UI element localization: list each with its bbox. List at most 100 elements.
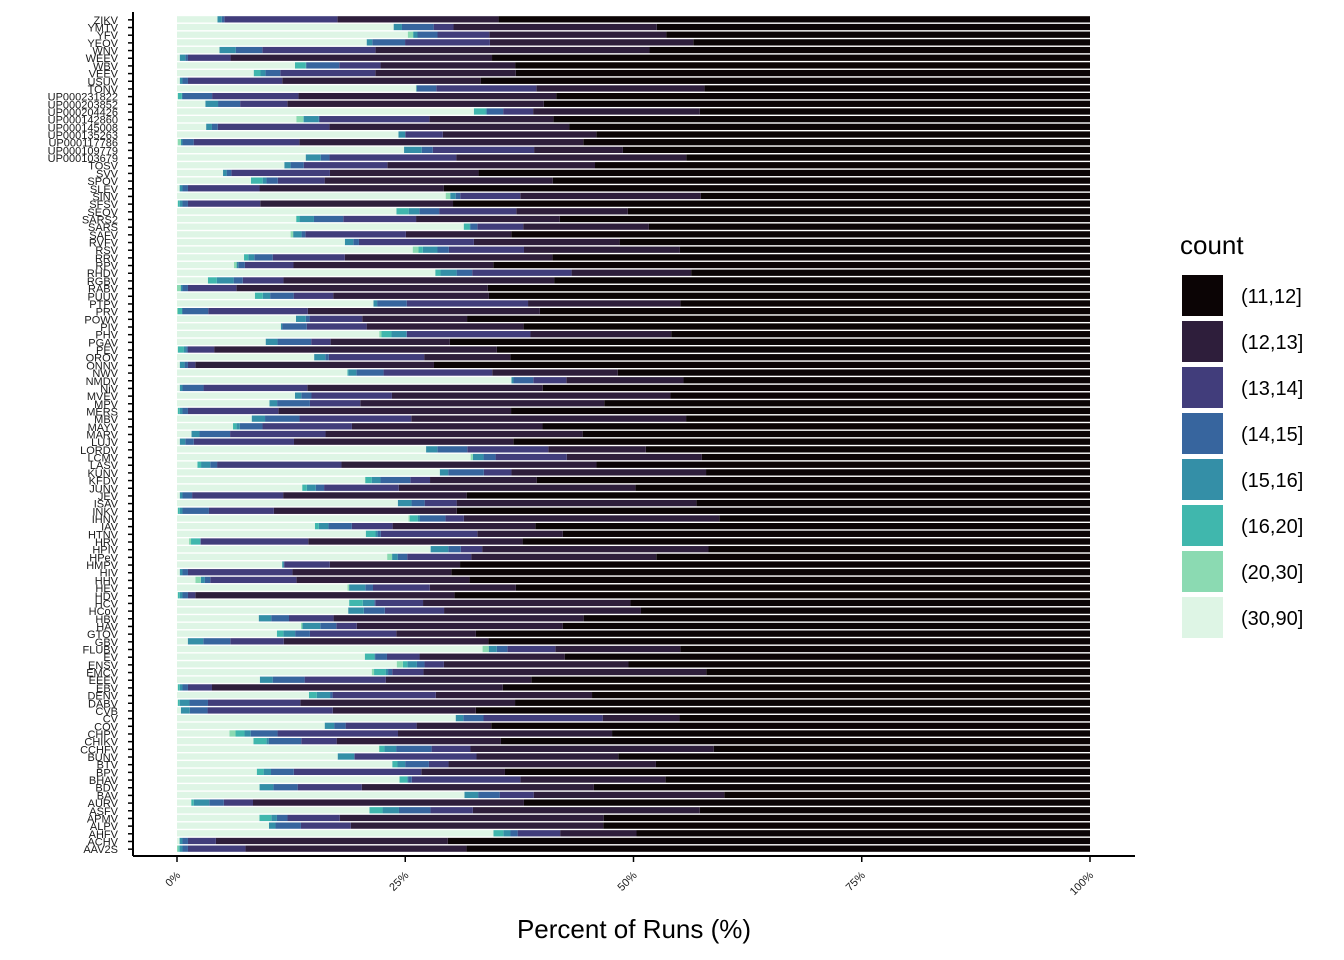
bar-segment <box>262 46 376 54</box>
bar-segment <box>353 238 359 246</box>
bar-segment <box>420 515 446 522</box>
bar-segment <box>380 62 516 69</box>
bar-segment <box>218 100 241 107</box>
y-tick-label: HRV <box>95 537 119 549</box>
bar-segment <box>423 599 631 607</box>
bar-segment <box>328 354 425 361</box>
bar-segment <box>426 446 438 453</box>
bar-segment <box>177 169 224 177</box>
y-tick-label: APMV <box>87 813 119 825</box>
bar-segment <box>177 246 413 253</box>
bar-segment <box>179 185 183 192</box>
bar-segment <box>348 607 364 614</box>
y-tick-label: RABV <box>88 284 119 296</box>
bar-segment <box>345 722 417 729</box>
bar-segment <box>443 661 629 668</box>
bar-segment <box>192 492 284 499</box>
bar-segment <box>244 730 251 737</box>
bar-segment <box>302 622 321 630</box>
bar-segment <box>177 300 374 307</box>
y-tick-label: UP000231822 <box>48 92 118 104</box>
bar-segment <box>380 530 478 537</box>
y-tick-label: AAV2S <box>83 844 118 856</box>
bar-segment <box>421 768 505 776</box>
bar-segment <box>300 622 303 630</box>
bar-segment <box>177 807 370 814</box>
bar-segment <box>566 453 702 461</box>
bar-segment <box>177 146 405 154</box>
bar-segment <box>373 300 378 307</box>
bar-segment <box>282 77 481 84</box>
y-tick-label: HIV <box>100 568 119 580</box>
y-tick-label: FLUBV <box>83 645 119 657</box>
bar-segment <box>421 146 433 154</box>
bar-segment <box>655 761 1090 768</box>
bar-segment <box>349 599 363 607</box>
bar-segment <box>696 499 1090 507</box>
y-tick-label: YFV <box>97 30 119 42</box>
y-tick-label: PUUV <box>87 291 118 303</box>
bar-segment <box>433 23 454 31</box>
bar-segment <box>177 569 180 576</box>
bar-segment <box>706 469 1090 476</box>
bar-segment <box>374 599 376 607</box>
y-tick-label: ASFV <box>89 806 118 818</box>
bar-segment <box>233 277 243 284</box>
bar-segment <box>233 261 237 269</box>
y-tick-label: CVB <box>95 706 118 718</box>
bar-segment <box>329 561 461 568</box>
bar-segment <box>417 31 438 38</box>
bar-segment <box>180 707 190 714</box>
bar-segment <box>604 400 1090 407</box>
bar-segment <box>430 807 473 814</box>
bar-segment <box>288 615 334 622</box>
bar-segment <box>408 776 412 783</box>
bar-segment <box>679 714 1090 722</box>
bar-segment <box>617 369 1090 376</box>
bar-segment <box>179 407 183 415</box>
bar-segment <box>447 837 1091 845</box>
bar-segment <box>498 16 1090 23</box>
bar-segment <box>450 192 456 200</box>
bar-segment <box>177 177 251 184</box>
bar-segment <box>418 246 423 253</box>
bar-segment <box>282 323 307 330</box>
bar-segment <box>309 400 361 407</box>
bar-segment <box>354 753 477 760</box>
y-tick-label: SEOV <box>87 207 118 219</box>
bar-segment <box>523 323 1090 330</box>
bar-segment <box>303 116 319 123</box>
bar-segment <box>339 62 381 69</box>
legend-key <box>1182 413 1223 454</box>
bar-segment <box>211 123 218 130</box>
bar-segment <box>510 354 1090 361</box>
bar-segment <box>350 822 604 829</box>
bar-segment <box>299 415 412 422</box>
bar-segment <box>385 668 389 676</box>
y-tick-label: HPIV <box>92 545 118 557</box>
bar-segment <box>177 92 182 100</box>
y-tick-label: TOSV <box>88 161 118 173</box>
bar-segment <box>333 615 584 622</box>
bar-segment <box>330 691 333 699</box>
bar-segment <box>583 139 1090 146</box>
bar-segment <box>553 116 1090 123</box>
bar-segment <box>511 231 1090 238</box>
bar-segment <box>177 131 399 138</box>
y-tick-label: HPeV <box>89 552 118 564</box>
bar-segment <box>402 661 408 668</box>
bar-segment <box>179 684 183 691</box>
bar-segment <box>480 77 1090 84</box>
bar-segment <box>177 331 380 338</box>
bar-segment <box>177 592 178 599</box>
bar-segment <box>177 308 178 315</box>
bar-segment <box>302 484 307 491</box>
bar-segment <box>177 284 181 292</box>
bar-segment <box>177 346 178 353</box>
bar-segment <box>533 377 567 384</box>
bar-segment <box>177 139 181 146</box>
bar-segment <box>217 123 330 130</box>
bar-segment <box>522 538 1090 545</box>
bar-segment <box>177 538 190 545</box>
y-tick-label: ALPV <box>90 821 119 833</box>
